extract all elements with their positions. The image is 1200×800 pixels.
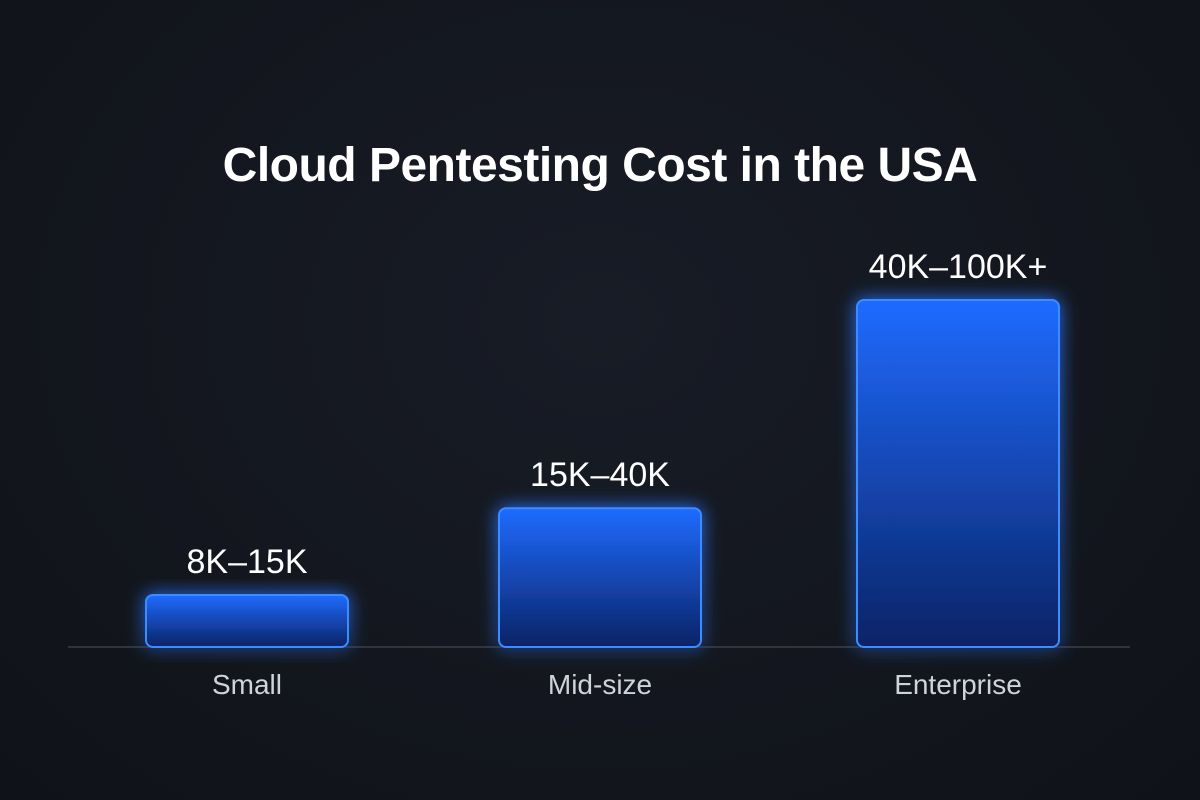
category-label: Enterprise <box>894 669 1022 700</box>
value-label: 15K–40K <box>530 456 670 494</box>
value-label: 8K–15K <box>187 543 308 581</box>
category-label: Small <box>212 669 282 700</box>
bar-enterprise <box>856 299 1060 648</box>
value-labels: 8K–15K 15K–40K 40K–100K+ <box>187 248 1048 581</box>
bars <box>145 299 1060 649</box>
value-label: 40K–100K+ <box>869 248 1048 286</box>
category-label: Mid-size <box>548 669 652 700</box>
bar-small <box>145 593 349 649</box>
category-labels: Small Mid-size Enterprise <box>212 669 1022 700</box>
bar-mid-size <box>498 507 702 649</box>
chart-title: Cloud Pentesting Cost in the USA <box>222 139 978 192</box>
